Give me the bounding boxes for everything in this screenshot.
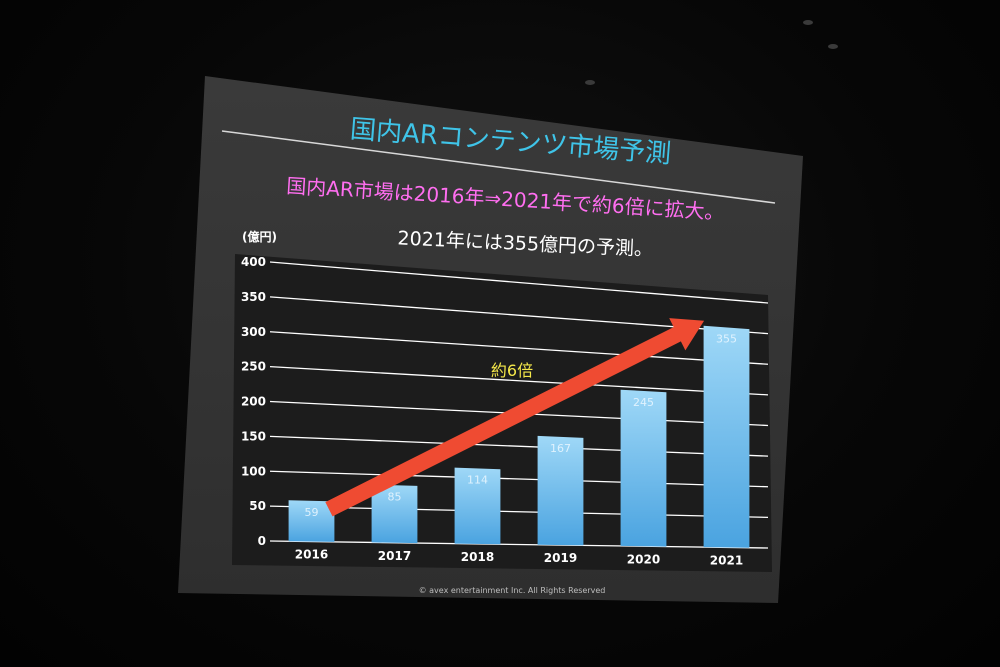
copyright-notice: © avex entertainment Inc. All Rights Res…: [419, 586, 606, 595]
y-tick-label: 350: [241, 290, 266, 304]
bar-value-label: 85: [388, 490, 402, 503]
slide-headline: 国内AR市場は2016年⇒2021年で約6倍に拡大。: [286, 174, 726, 225]
growth-arrow: [325, 318, 705, 517]
growth-annotation: 約6倍: [491, 361, 533, 380]
bar-chart: 0 50 100 150 200 250 300 350 400 59 2016 85 2017 114 2…: [232, 229, 772, 572]
y-tick-label: 200: [241, 395, 266, 409]
gridline: [269, 261, 769, 304]
y-tick-label: 400: [241, 255, 266, 269]
bar-value-label: 114: [467, 473, 488, 486]
ceiling-light: [585, 80, 595, 85]
x-tick-label: 2021: [710, 553, 743, 567]
y-tick-label: 150: [241, 429, 266, 443]
bar-value-label: 59: [305, 506, 319, 519]
bar-2021: [703, 325, 750, 548]
y-tick-label: 0: [258, 534, 266, 548]
gridline: [269, 540, 769, 549]
y-tick-label: 300: [241, 325, 266, 339]
ceiling-light: [828, 44, 838, 49]
bar-2020: [620, 389, 667, 547]
x-tick-label: 2016: [295, 548, 328, 562]
slide-subheadline: 2021年には355億円の予測。: [397, 227, 653, 260]
slide-title: 国内ARコンテンツ市場予測: [349, 114, 672, 169]
gridline: [269, 470, 769, 488]
ceiling-light: [803, 20, 813, 25]
bar-2019: [537, 435, 584, 546]
bar-value-label: 245: [633, 396, 654, 409]
x-tick-label: 2019: [544, 551, 577, 565]
x-tick-label: 2018: [461, 550, 494, 564]
y-axis-unit-label: (億円): [242, 229, 277, 244]
bar-value-label: 167: [550, 442, 571, 455]
gridline: [269, 505, 769, 519]
title-divider: [221, 130, 776, 204]
x-tick-label: 2020: [627, 552, 660, 566]
y-tick-label: 250: [241, 360, 266, 374]
gridline: [269, 435, 769, 457]
bar-2018: [454, 467, 501, 545]
gridline: [269, 365, 769, 396]
bar-value-label: 355: [716, 332, 737, 345]
x-tick-label: 2017: [378, 549, 411, 563]
bar-2016: [288, 500, 335, 542]
bar-2017: [371, 484, 418, 544]
y-tick-label: 100: [241, 464, 266, 478]
gridline: [269, 331, 769, 365]
y-tick-label: 50: [249, 499, 266, 513]
